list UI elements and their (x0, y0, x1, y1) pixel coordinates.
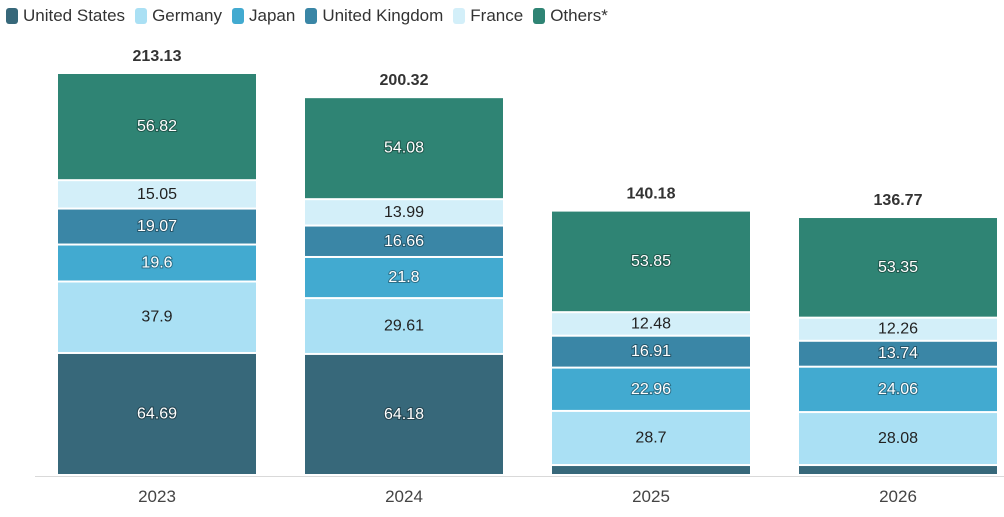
bar-segment-2024-japan (305, 257, 503, 298)
data-label: 53.85 (631, 253, 671, 270)
bar-segment-2023-france (58, 181, 256, 208)
legend-label: United States (23, 6, 126, 25)
x-tick-label: 2026 (879, 487, 917, 506)
data-label: 15.05 (137, 186, 177, 203)
legend-label: Germany (152, 6, 222, 25)
data-label: 24.06 (878, 381, 918, 398)
x-tick-label: 2023 (138, 487, 176, 506)
bar-segment-2026-united-states (799, 466, 997, 474)
total-label: 136.77 (874, 192, 923, 209)
data-label: 13.74 (878, 345, 918, 362)
legend-label: Others* (550, 6, 608, 25)
bar-segment-2023-japan (58, 245, 256, 281)
total-label: 200.32 (380, 72, 429, 89)
bar-segment-2025-united-kingdom (552, 336, 750, 367)
data-label: 19.6 (141, 255, 172, 272)
bar-segment-2026-france (799, 318, 997, 340)
legend-swatch (135, 8, 148, 24)
data-label: 56.82 (137, 118, 177, 135)
data-label: 28.08 (878, 430, 918, 447)
legend-item[interactable]: United States (6, 6, 125, 26)
legend-item[interactable]: Japan (231, 6, 296, 26)
data-label: 64.69 (137, 405, 177, 422)
x-tick-label: 2025 (632, 487, 670, 506)
total-label: 140.18 (627, 186, 676, 203)
bar-segment-2024-others (305, 98, 503, 199)
data-label: 19.07 (137, 218, 177, 235)
legend-item[interactable]: Others* (533, 6, 608, 26)
data-label: 29.61 (384, 318, 424, 335)
bar-segment-2024-germany (305, 299, 503, 353)
legend-swatch (533, 8, 546, 24)
bar-segment-2025-japan (552, 368, 750, 410)
x-tick-label: 2024 (385, 487, 423, 506)
bar-segment-2023-united-kingdom (58, 209, 256, 244)
data-label: 54.08 (384, 140, 424, 157)
legend-swatch (305, 8, 318, 24)
legend-item[interactable]: Germany (135, 6, 222, 26)
data-label: 22.96 (631, 381, 671, 398)
data-label: 13.99 (384, 204, 424, 221)
bar-segment-2025-others (552, 211, 750, 312)
bar-segment-2026-japan (799, 367, 997, 412)
bar-segment-2023-united-states (58, 353, 256, 474)
data-label: 37.9 (141, 309, 172, 326)
data-label: 12.48 (631, 315, 671, 332)
bar-segment-2026-others (799, 218, 997, 317)
legend-item[interactable]: France (453, 6, 523, 26)
data-label: 28.7 (635, 429, 666, 446)
legend-swatch (453, 8, 466, 24)
bar-segment-2024-united-states (305, 354, 503, 474)
data-label: 21.8 (388, 269, 419, 286)
bar-segment-2025-germany (552, 411, 750, 465)
bar-segment-2023-germany (58, 282, 256, 352)
legend-item[interactable]: United Kingdom (305, 6, 443, 26)
legend: United States Germany Japan United Kingdom F… (6, 6, 618, 26)
legend-label: France (470, 6, 524, 25)
bar-segment-2023-others (58, 74, 256, 180)
data-label: 53.35 (878, 259, 918, 276)
bar-segment-2026-united-kingdom (799, 341, 997, 366)
legend-swatch (231, 8, 244, 24)
bar-segment-2024-united-kingdom (305, 226, 503, 256)
legend-label: United Kingdom (322, 6, 444, 25)
bar-segment-2025-united-states (552, 466, 750, 474)
legend-swatch (6, 8, 18, 24)
bar-segment-2024-france (305, 200, 503, 225)
data-label: 64.18 (384, 406, 424, 423)
bar-segment-2025-france (552, 313, 750, 335)
legend-label: Japan (248, 6, 296, 25)
bar-segment-2026-germany (799, 413, 997, 465)
data-label: 16.66 (384, 233, 424, 250)
data-label: 12.26 (878, 321, 918, 338)
total-label: 213.13 (133, 48, 182, 65)
data-label: 16.91 (631, 343, 671, 360)
